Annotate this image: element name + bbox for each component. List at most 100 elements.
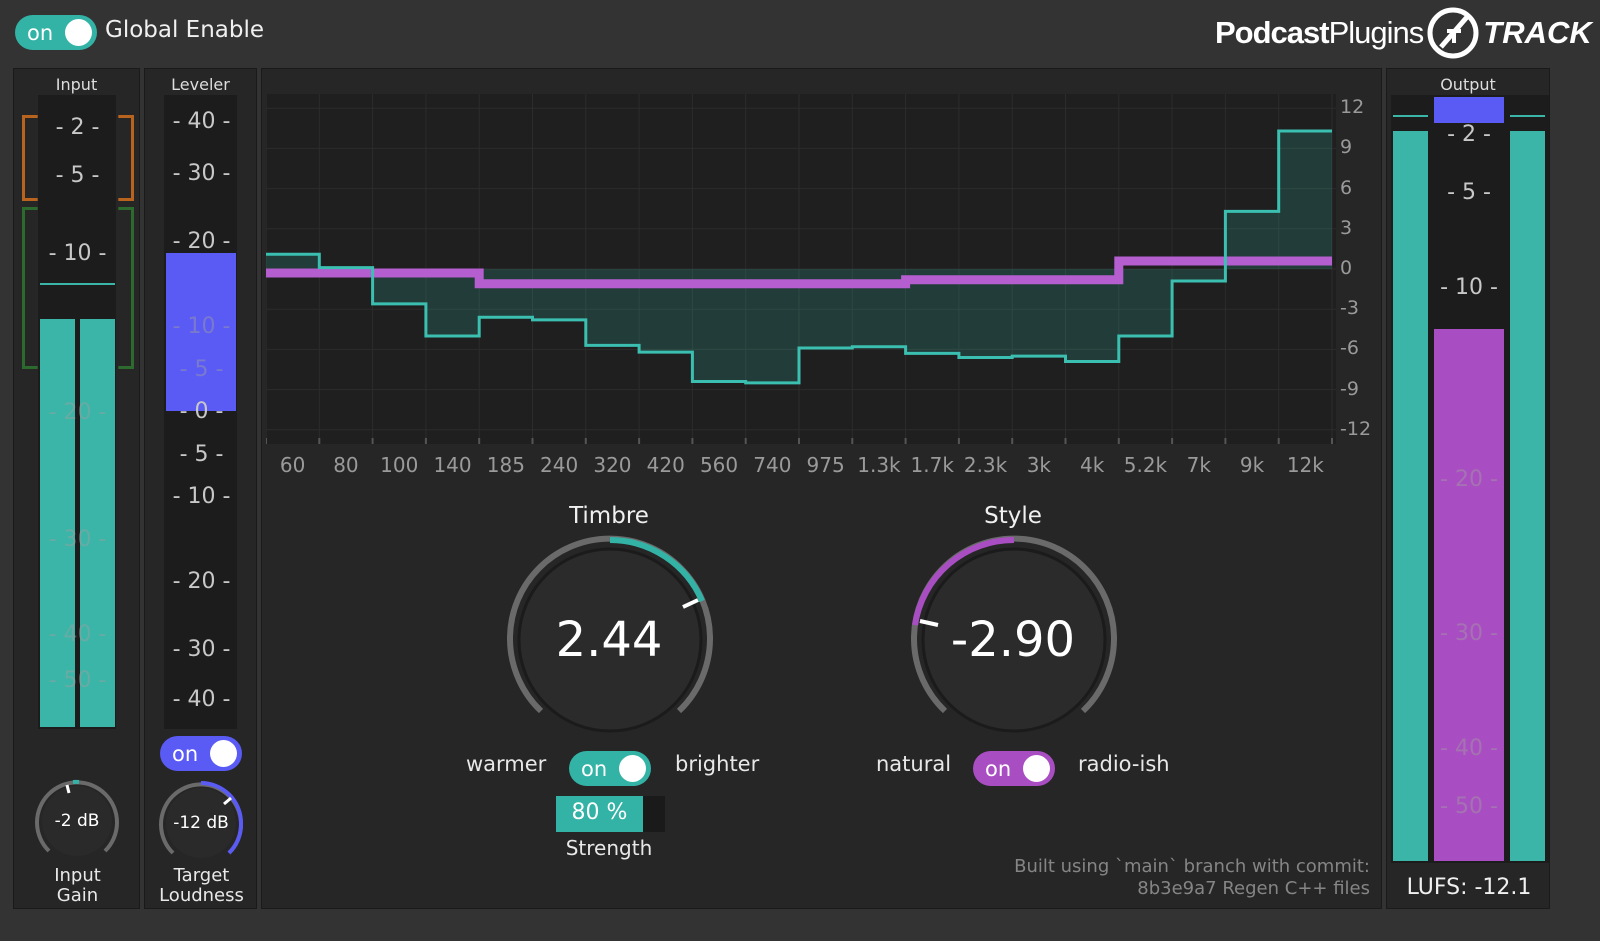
input-peak-line bbox=[40, 283, 115, 285]
eq-db-label: -6 bbox=[1340, 337, 1359, 360]
eq-db-label: 12 bbox=[1340, 96, 1365, 119]
eq-freq-label: 4k bbox=[1079, 453, 1105, 477]
eq-db-label: -12 bbox=[1340, 417, 1372, 440]
eq-curve-display bbox=[266, 94, 1336, 444]
toggle-knob bbox=[1023, 755, 1050, 782]
eq-freq-label: 420 bbox=[646, 453, 685, 477]
timbre-toggle-state: on bbox=[581, 756, 608, 781]
input-scale-tick: - 5 - bbox=[55, 163, 100, 188]
brand-logo: Podcast Plugins TRACK bbox=[1215, 7, 1592, 59]
eq-freq-label: 320 bbox=[593, 453, 632, 477]
eq-freq-label: 1.3k bbox=[857, 453, 901, 477]
strength-label: Strength bbox=[565, 836, 653, 860]
input-scale-tick: - 40 - bbox=[48, 622, 107, 647]
toggle-knob bbox=[619, 755, 646, 782]
style-knob[interactable] bbox=[909, 535, 1119, 745]
input-gain-label-2: Gain bbox=[56, 885, 99, 906]
eq-freq-label: 740 bbox=[753, 453, 792, 477]
leveler-scale-tick: - 40 - bbox=[172, 109, 231, 134]
build-info-line1: Built using `main` branch with commit: bbox=[1014, 856, 1370, 877]
input-scale-tick: - 50 - bbox=[48, 668, 107, 693]
output-scale-tick: - 30 - bbox=[1440, 621, 1498, 646]
eq-freq-label: 3k bbox=[1026, 453, 1051, 477]
input-scale-tick: - 2 - bbox=[55, 115, 100, 140]
input-scale-tick: - 20 - bbox=[48, 400, 107, 425]
output-scale-tick: - 40 - bbox=[1440, 736, 1498, 761]
leveler-panel-title: Leveler bbox=[171, 75, 230, 94]
eq-freq-label: 240 bbox=[540, 453, 579, 477]
output-scale-tick: - 5 - bbox=[1447, 180, 1491, 205]
build-info-line2: 8b3e9a7 Regen C++ files bbox=[1137, 878, 1370, 899]
target-loudness-knob[interactable] bbox=[151, 773, 251, 873]
output-meter-left bbox=[1393, 131, 1428, 861]
timbre-toggle[interactable]: on bbox=[569, 751, 651, 786]
eq-db-label: 9 bbox=[1340, 136, 1353, 159]
target-loudness-label-2: Loudness bbox=[159, 885, 244, 906]
style-toggle-state: on bbox=[985, 756, 1012, 781]
eq-freq-label: 80 bbox=[333, 453, 359, 477]
timbre-knob[interactable] bbox=[505, 535, 715, 745]
eq-db-label: 3 bbox=[1340, 216, 1353, 239]
leveler-toggle[interactable]: on bbox=[160, 736, 242, 771]
target-loudness-value: -12 dB bbox=[173, 813, 229, 833]
leveler-meter-bg bbox=[164, 95, 237, 729]
style-value: -2.90 bbox=[950, 612, 1076, 668]
timbre-right-label: brighter bbox=[675, 752, 760, 776]
strength-slider-fill bbox=[556, 796, 644, 832]
leveler-scale-tick: - 20 - bbox=[172, 229, 231, 254]
input-meter-right bbox=[80, 319, 115, 727]
output-scale-tick: - 20 - bbox=[1440, 467, 1498, 492]
leveler-scale-tick: - 10 - bbox=[172, 484, 231, 509]
eq-freq-label: 7k bbox=[1186, 453, 1211, 477]
style-right-label: radio-ish bbox=[1078, 752, 1170, 776]
eq-freq-label: 975 bbox=[806, 453, 845, 477]
output-scale-tick: - 2 - bbox=[1447, 122, 1491, 147]
eq-freq-label: 9k bbox=[1239, 453, 1265, 477]
leveler-panel: Leveler - 40 - - 30 - - 20 - - 10 - - 5 … bbox=[144, 68, 257, 909]
leveler-scale-tick: - 10 - bbox=[172, 314, 231, 339]
strength-value: 80 % bbox=[571, 800, 628, 825]
strength-slider[interactable]: 80 % bbox=[556, 796, 665, 832]
output-scale-tick: - 10 - bbox=[1440, 275, 1498, 300]
eq-freq-label: 1.7k bbox=[910, 453, 954, 477]
input-scale-tick: - 10 - bbox=[48, 241, 107, 266]
timbre-value: 2.44 bbox=[555, 612, 663, 668]
eq-freq-label: 560 bbox=[699, 453, 739, 477]
output-meter-right bbox=[1510, 131, 1545, 861]
input-scale-tick: - 30 - bbox=[48, 527, 107, 552]
input-gain-value: -2 dB bbox=[54, 811, 100, 831]
eq-db-label: -9 bbox=[1340, 377, 1359, 400]
toggle-knob bbox=[65, 19, 92, 46]
eq-freq-label: 100 bbox=[380, 453, 419, 477]
output-panel-title: Output bbox=[1440, 75, 1496, 94]
brand-circle-icon bbox=[1427, 7, 1479, 59]
input-meter-left bbox=[40, 319, 75, 727]
eq-teal-curve bbox=[266, 129, 1332, 385]
global-enable-toggle[interactable]: on bbox=[15, 15, 97, 50]
global-enable-label: Global Enable bbox=[105, 17, 265, 43]
style-left-label: natural bbox=[876, 752, 952, 776]
eq-freq-label: 5.2k bbox=[1123, 453, 1168, 477]
output-gain-reduction-bar bbox=[1434, 97, 1504, 123]
eq-freq-label: 185 bbox=[486, 453, 525, 477]
leveler-scale-tick: - 5 - bbox=[179, 357, 224, 382]
leveler-scale-tick: - 5 - bbox=[179, 442, 224, 467]
leveler-scale-tick: - 30 - bbox=[172, 161, 231, 186]
lufs-readout: LUFS: -12.1 bbox=[1406, 875, 1532, 900]
input-gain-knob[interactable] bbox=[27, 771, 127, 871]
output-scale-tick: - 50 - bbox=[1440, 794, 1498, 819]
leveler-gain-bar bbox=[166, 253, 236, 411]
leveler-scale-tick: - 30 - bbox=[172, 637, 231, 662]
eq-db-label: 6 bbox=[1340, 176, 1353, 199]
timbre-left-label: warmer bbox=[466, 752, 547, 776]
eq-db-label: -3 bbox=[1340, 297, 1359, 320]
brand-word-podcast: Podcast bbox=[1215, 15, 1330, 50]
eq-freq-label: 12k bbox=[1286, 453, 1324, 477]
eq-purple-curve bbox=[266, 256, 1332, 289]
leveler-scale-tick: - 0 - bbox=[179, 399, 224, 424]
style-toggle[interactable]: on bbox=[973, 751, 1055, 786]
leveler-scale-tick: - 40 - bbox=[172, 687, 231, 712]
brand-product-name: TRACK bbox=[1483, 15, 1592, 50]
leveler-scale-tick: - 20 - bbox=[172, 569, 231, 594]
eq-freq-label: 60 bbox=[279, 453, 306, 477]
